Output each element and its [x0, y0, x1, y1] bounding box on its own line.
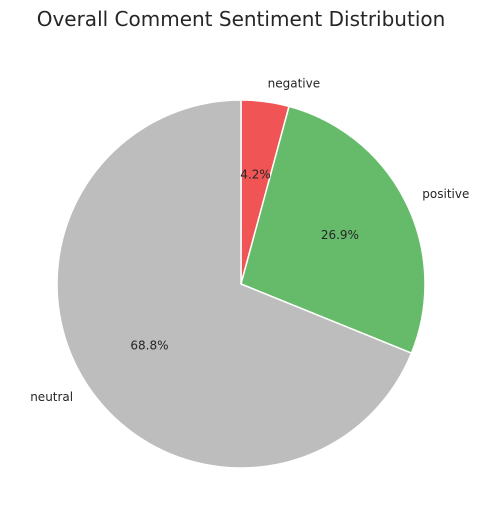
- pie-slice-neutral: [56, 99, 413, 469]
- pie-slice-positive: [240, 105, 426, 355]
- pie-slices: [56, 99, 426, 469]
- pct-label-negative: 4.2%: [240, 168, 271, 182]
- slice-label-neutral: neutral: [30, 390, 73, 404]
- pct-label-positive: 26.9%: [321, 228, 359, 242]
- pie-labels: negative 4.2% positive 26.9% neutral 68.8%: [30, 76, 469, 404]
- pct-label-neutral: 68.8%: [130, 339, 168, 353]
- slice-label-positive: positive: [422, 187, 469, 201]
- slice-label-negative: negative: [268, 76, 320, 90]
- chart-title: Overall Comment Sentiment Distribution: [37, 7, 446, 31]
